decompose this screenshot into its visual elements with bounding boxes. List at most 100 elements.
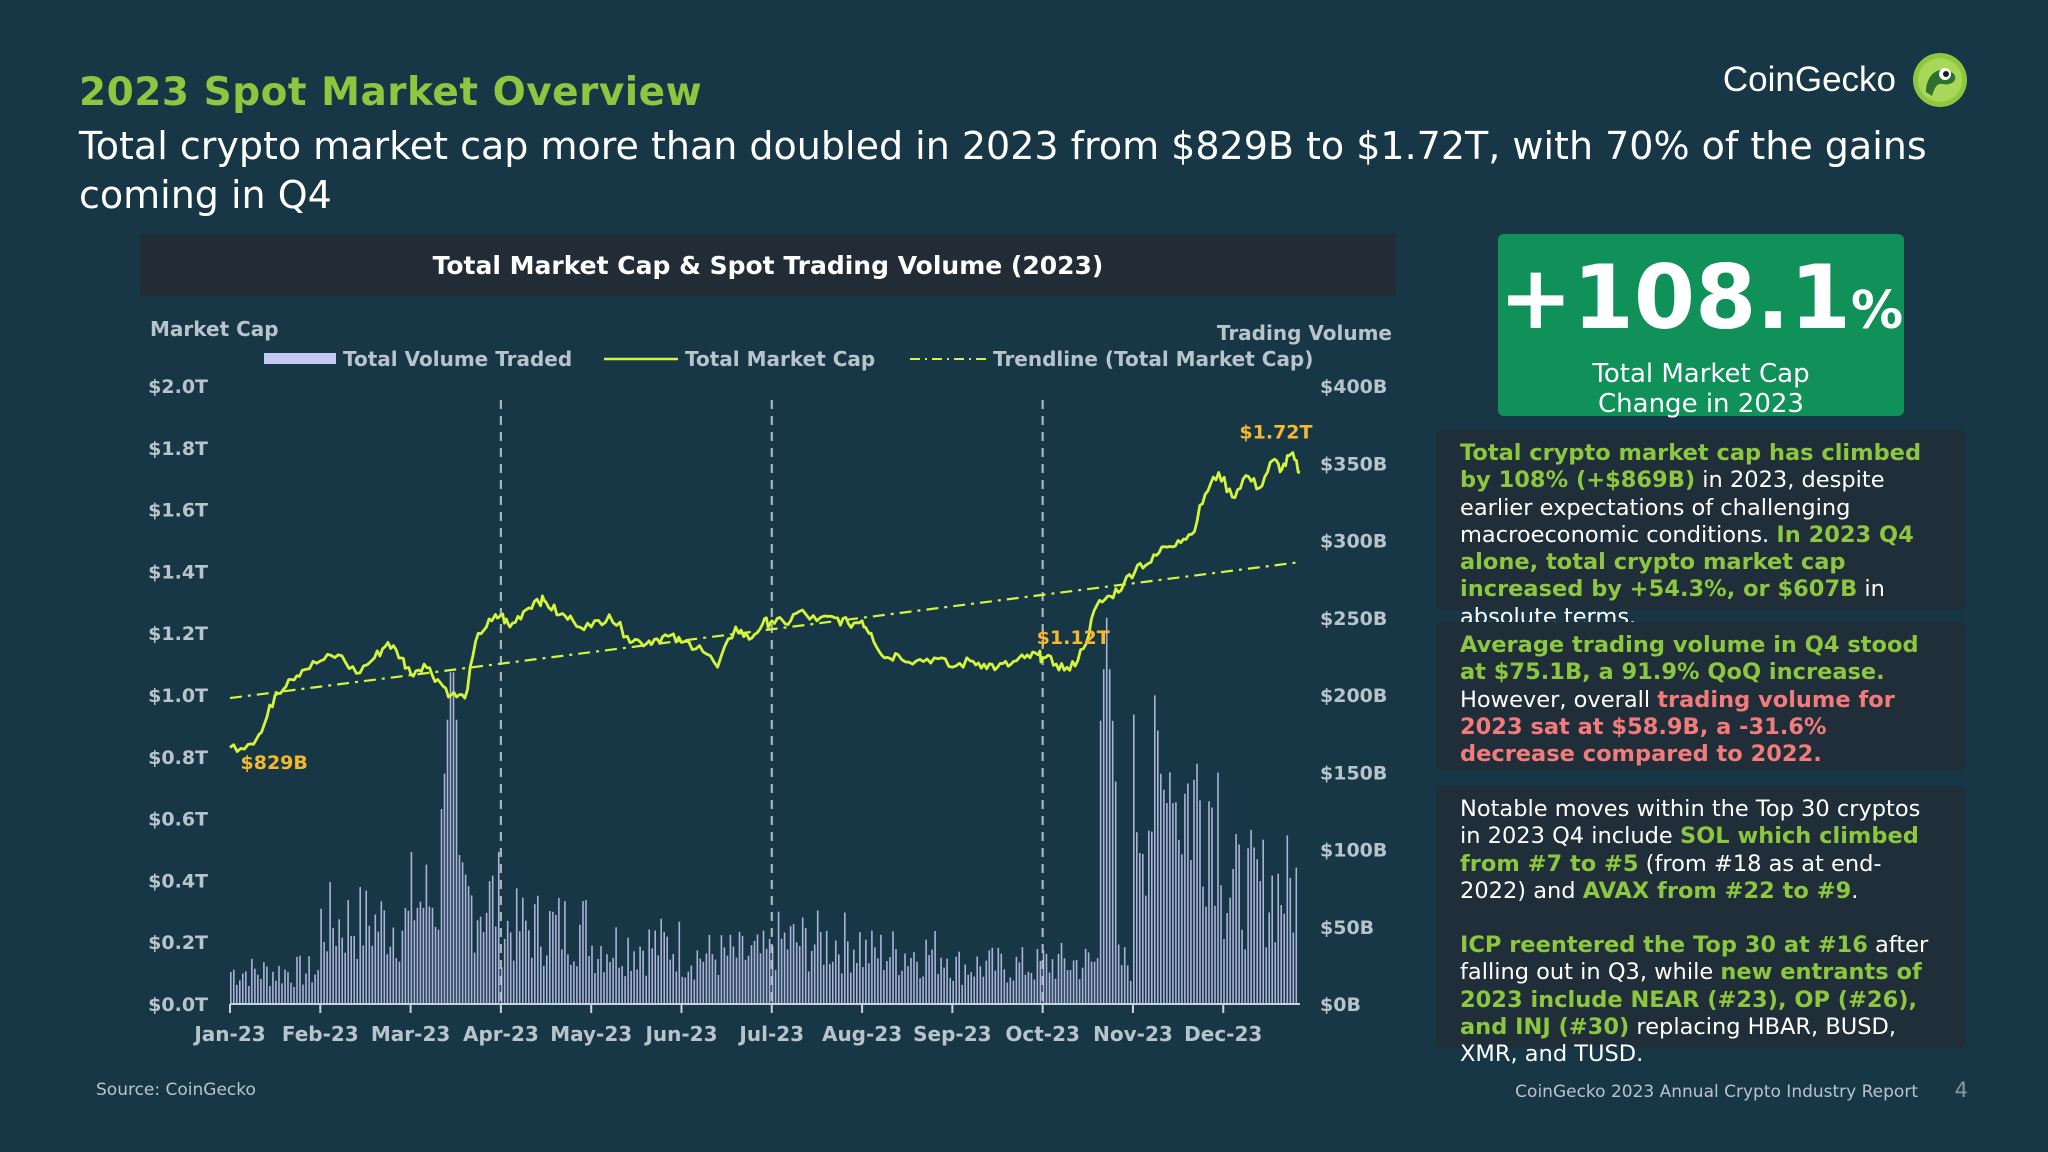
source-note: Source: CoinGecko (96, 1080, 256, 1100)
volume-bar (573, 961, 575, 1004)
volume-bar (338, 919, 340, 1004)
x-tick-label: Nov-23 (1093, 1022, 1173, 1046)
report-footer: CoinGecko 2023 Annual Crypto Industry Re… (1515, 1082, 1918, 1102)
x-tick-label: Jul-23 (737, 1022, 804, 1046)
volume-bar (1253, 847, 1255, 1004)
volume-bar (323, 941, 325, 1004)
volume-bar (287, 972, 289, 1004)
volume-bar (958, 951, 960, 1004)
volume-bar (663, 931, 665, 1004)
volume-bar (278, 965, 280, 1004)
volume-bar (759, 953, 762, 1004)
volume-bar (720, 935, 723, 1004)
volume-bar (356, 959, 358, 1004)
volume-bar (555, 914, 557, 1004)
volume-bar (690, 965, 693, 1004)
volume-bar (952, 980, 954, 1004)
volume-bar (1154, 695, 1156, 1004)
volume-bar (844, 912, 846, 1004)
volume-bar (1238, 844, 1240, 1004)
volume-bar (747, 955, 750, 1004)
volume-bar (407, 910, 410, 1004)
volume-bar (1163, 789, 1165, 1004)
volume-bar (1259, 881, 1261, 1004)
volume-bar (729, 934, 732, 1004)
x-tick-label: Mar-23 (371, 1022, 450, 1046)
volume-bar (347, 900, 349, 1004)
annotation-label: $829B (241, 752, 308, 774)
y-left-tick-label: $1.4T (148, 561, 208, 583)
volume-bar (1247, 848, 1249, 1004)
volume-bar (789, 926, 792, 1004)
volume-bar (476, 920, 479, 1004)
volume-bar (967, 974, 969, 1004)
y-right-tick-label: $200B (1320, 685, 1387, 707)
volume-bar (1009, 977, 1012, 1004)
x-tick-label: Apr-23 (463, 1022, 539, 1046)
volume-bar (413, 920, 416, 1004)
volume-bar (561, 949, 563, 1004)
headline: Total crypto market cap more than double… (79, 124, 1927, 217)
volume-bar (591, 945, 593, 1004)
volume-bar (293, 987, 295, 1004)
volume-bar (1030, 973, 1033, 1004)
volume-bar (615, 927, 617, 1004)
p3-highlight-4: new entrants of 2023 include NEAR (#23),… (1460, 959, 1922, 1041)
brand-name: CoinGecko (1722, 60, 1896, 99)
volume-bar (949, 977, 951, 1004)
volume-bar (877, 958, 879, 1004)
volume-bar (732, 946, 735, 1004)
volume-bar (618, 967, 620, 1004)
volume-bar (988, 950, 991, 1004)
volume-bar (1057, 953, 1060, 1004)
volume-bar (982, 976, 985, 1004)
volume-bar (886, 961, 888, 1004)
volume-bar (1181, 854, 1183, 1004)
volume-bar (1087, 952, 1090, 1004)
volume-bar (702, 961, 705, 1004)
volume-bar (341, 937, 343, 1004)
volume-bar (612, 957, 614, 1004)
volume-bar (645, 975, 647, 1004)
volume-bar (239, 980, 241, 1004)
y-left-tick-label: $1.2T (148, 623, 208, 645)
volume-bar (1021, 947, 1024, 1004)
p3-highlight-3: ICP reentered the Top 30 at #16 (1460, 932, 1868, 959)
volume-bar (428, 906, 431, 1004)
volume-bar (1187, 783, 1189, 1004)
insight-panel-market-cap: Total crypto market cap has climbed by 1… (1436, 430, 1966, 630)
volume-bar (865, 939, 867, 1004)
volume-bar (1045, 953, 1048, 1004)
volume-bar (597, 958, 599, 1004)
gecko-logo-icon (1913, 53, 1967, 107)
legend-marketcap-label: Total Market Cap (685, 347, 875, 371)
volume-bar (1145, 895, 1147, 1004)
x-tick-label: Jun-23 (643, 1022, 717, 1046)
y-left-tick-label: $0.8T (148, 747, 208, 769)
volume-bar (654, 930, 656, 1004)
volume-bar (627, 937, 629, 1004)
volume-bar (1220, 885, 1222, 1004)
volume-bar (326, 951, 328, 1004)
volume-bar (765, 948, 768, 1004)
volume-bar (991, 947, 994, 1004)
volume-bar (829, 963, 831, 1004)
volume-bar (579, 924, 581, 1004)
volume-bar (889, 957, 891, 1004)
volume-bar (871, 930, 873, 1004)
volume-bar (859, 932, 861, 1004)
legend-volume-swatch (264, 353, 336, 364)
volume-bar (371, 945, 374, 1004)
volume-bar (738, 931, 741, 1004)
volume-bar (254, 968, 256, 1004)
volume-bar (1190, 860, 1192, 1004)
p3-text-2: (from #18 as at end-2022) and (1460, 850, 1882, 904)
volume-bar (263, 962, 265, 1004)
volume-bar (910, 957, 912, 1004)
annotation-label: $1.12T (1037, 627, 1110, 649)
volume-bar (332, 927, 334, 1004)
volume-bar (786, 949, 789, 1004)
volume-bar (506, 920, 509, 1004)
volume-bar (383, 910, 386, 1004)
volume-bar (416, 907, 419, 1004)
